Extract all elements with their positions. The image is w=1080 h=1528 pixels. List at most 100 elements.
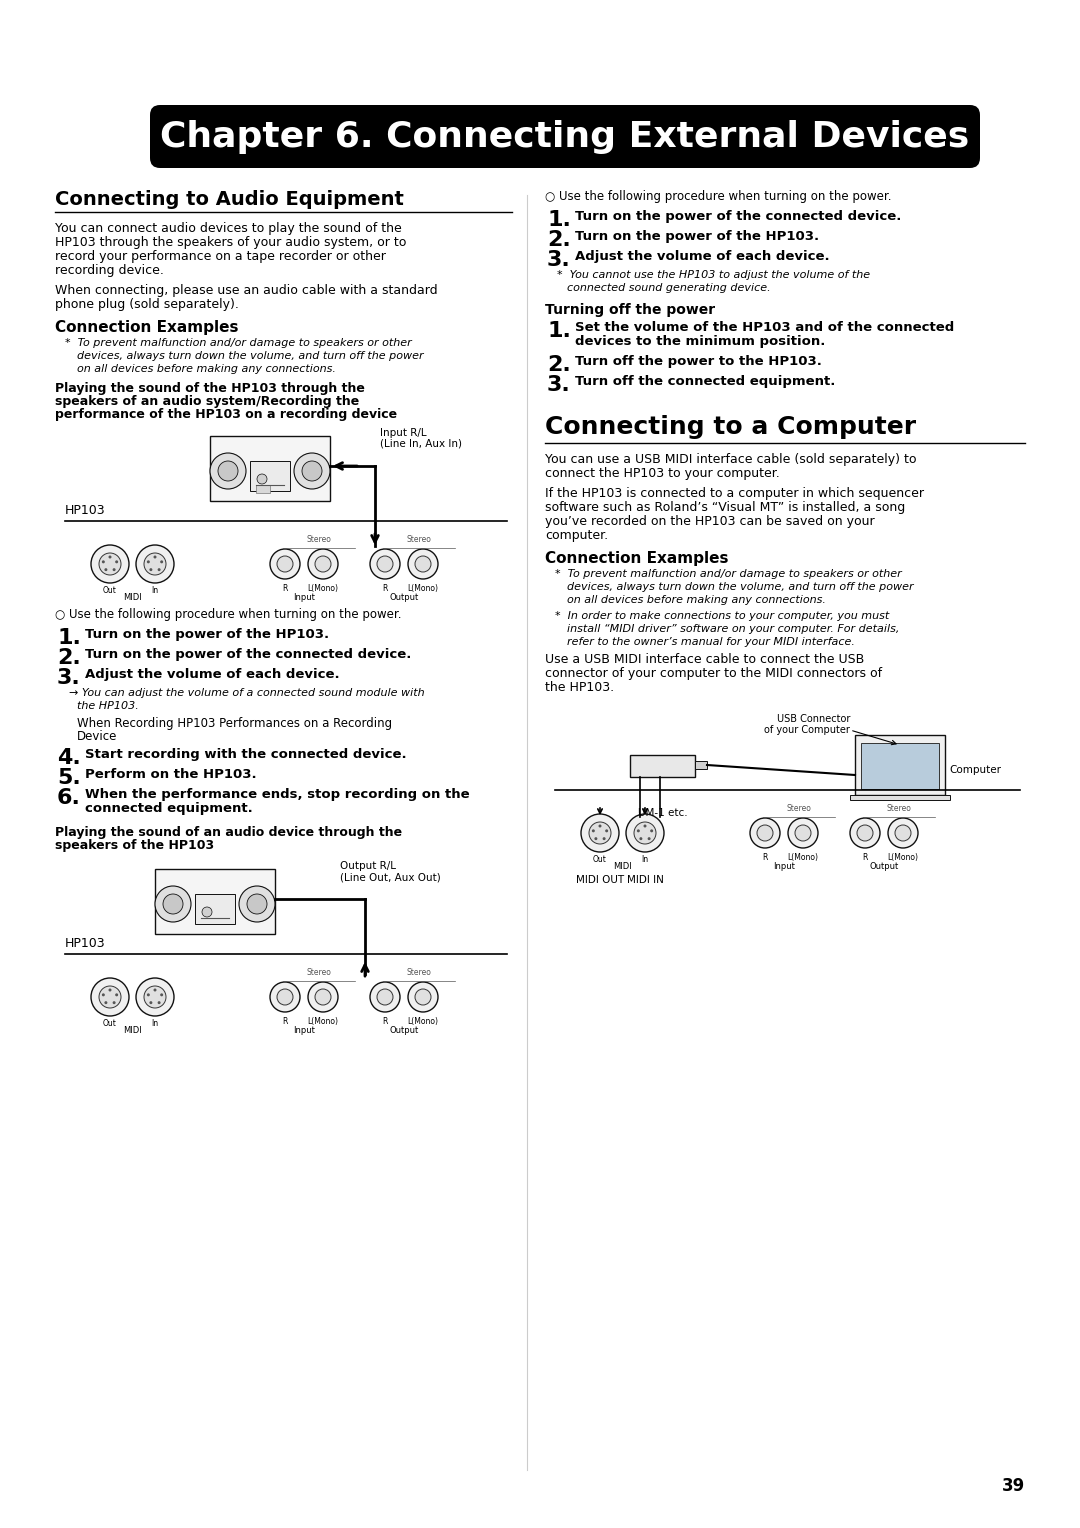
- Circle shape: [598, 825, 602, 828]
- Circle shape: [257, 474, 267, 484]
- Text: Turn off the connected equipment.: Turn off the connected equipment.: [575, 374, 835, 388]
- Text: phone plug (sold separately).: phone plug (sold separately).: [55, 298, 239, 312]
- Text: MIDI: MIDI: [613, 862, 632, 871]
- Text: 4.: 4.: [57, 749, 81, 769]
- Circle shape: [270, 983, 300, 1012]
- Text: Set the volume of the HP103 and of the connected: Set the volume of the HP103 and of the c…: [575, 321, 955, 335]
- Text: *  In order to make connections to your computer, you must: * In order to make connections to your c…: [555, 611, 889, 620]
- Circle shape: [202, 908, 212, 917]
- Text: devices to the minimum position.: devices to the minimum position.: [575, 335, 825, 348]
- Text: on all devices before making any connections.: on all devices before making any connect…: [77, 364, 336, 374]
- Text: L(Mono): L(Mono): [888, 853, 918, 862]
- Text: Stereo: Stereo: [786, 804, 811, 813]
- Text: Output: Output: [390, 593, 419, 602]
- Circle shape: [247, 894, 267, 914]
- Text: 1.: 1.: [546, 321, 571, 341]
- Bar: [256, 484, 270, 494]
- Text: the HP103.: the HP103.: [545, 681, 615, 694]
- Text: Device: Device: [77, 730, 118, 743]
- Text: In: In: [642, 856, 649, 863]
- Text: Turning off the power: Turning off the power: [545, 303, 715, 316]
- Text: install “MIDI driver” software on your computer. For details,: install “MIDI driver” software on your c…: [567, 623, 900, 634]
- Text: MIDI IN: MIDI IN: [626, 876, 663, 885]
- Text: MIDI: MIDI: [123, 593, 141, 602]
- Text: Turn off the power to the HP103.: Turn off the power to the HP103.: [575, 354, 822, 368]
- Circle shape: [757, 825, 773, 840]
- Circle shape: [99, 986, 121, 1008]
- Text: Turn on the power of the HP103.: Turn on the power of the HP103.: [85, 628, 329, 642]
- Circle shape: [210, 452, 246, 489]
- Circle shape: [108, 989, 111, 992]
- Circle shape: [644, 825, 647, 828]
- Circle shape: [153, 556, 157, 559]
- Text: recording device.: recording device.: [55, 264, 164, 277]
- Text: Adjust the volume of each device.: Adjust the volume of each device.: [575, 251, 829, 263]
- Text: You can connect audio devices to play the sound of the: You can connect audio devices to play th…: [55, 222, 402, 235]
- Text: ○ Use the following procedure when turning on the power.: ○ Use the following procedure when turni…: [55, 608, 402, 620]
- Text: Output R/L: Output R/L: [340, 860, 396, 871]
- Text: Chapter 6. Connecting External Devices: Chapter 6. Connecting External Devices: [160, 119, 970, 153]
- Text: R: R: [282, 1018, 287, 1025]
- Bar: [696, 761, 707, 769]
- Text: performance of the HP103 on a recording device: performance of the HP103 on a recording …: [55, 408, 397, 422]
- Circle shape: [156, 886, 191, 921]
- Text: Stereo: Stereo: [887, 804, 912, 813]
- Circle shape: [605, 830, 608, 833]
- Text: devices, always turn down the volume, and turn off the power: devices, always turn down the volume, an…: [77, 351, 423, 361]
- Bar: [156, 869, 275, 934]
- Text: on all devices before making any connections.: on all devices before making any connect…: [567, 594, 826, 605]
- Circle shape: [108, 556, 111, 559]
- Text: Start recording with the connected device.: Start recording with the connected devic…: [85, 749, 407, 761]
- Text: When the performance ends, stop recording on the: When the performance ends, stop recordin…: [85, 788, 470, 801]
- Text: Input: Input: [773, 862, 795, 871]
- Text: MIDI: MIDI: [123, 1025, 141, 1034]
- Text: Stereo: Stereo: [406, 969, 431, 976]
- Text: Computer: Computer: [949, 766, 1001, 775]
- Bar: [861, 743, 939, 788]
- Circle shape: [136, 545, 174, 584]
- Text: *  To prevent malfunction and/or damage to speakers or other: * To prevent malfunction and/or damage t…: [65, 338, 411, 348]
- Circle shape: [308, 549, 338, 579]
- Text: Stereo: Stereo: [307, 535, 332, 544]
- Text: Input: Input: [293, 593, 315, 602]
- Circle shape: [149, 568, 152, 571]
- Circle shape: [158, 1001, 161, 1004]
- Circle shape: [136, 978, 174, 1016]
- Circle shape: [589, 822, 611, 843]
- Circle shape: [112, 568, 116, 571]
- Circle shape: [895, 825, 912, 840]
- Circle shape: [149, 1001, 152, 1004]
- Text: speakers of the HP103: speakers of the HP103: [55, 839, 214, 853]
- Text: Perform on the HP103.: Perform on the HP103.: [85, 769, 257, 781]
- Circle shape: [91, 978, 129, 1016]
- Text: MIDI OUT: MIDI OUT: [576, 876, 624, 885]
- Bar: [249, 461, 291, 490]
- Text: software such as Roland’s “Visual MT” is installed, a song: software such as Roland’s “Visual MT” is…: [545, 501, 905, 513]
- Circle shape: [639, 837, 643, 840]
- Text: ○ Use the following procedure when turning on the power.: ○ Use the following procedure when turni…: [545, 189, 891, 203]
- Text: 2.: 2.: [57, 648, 81, 668]
- Circle shape: [370, 983, 400, 1012]
- Circle shape: [302, 461, 322, 481]
- Bar: [195, 894, 235, 924]
- Text: L(Mono): L(Mono): [308, 584, 338, 593]
- Circle shape: [315, 989, 330, 1005]
- Text: R: R: [282, 584, 287, 593]
- Circle shape: [377, 989, 393, 1005]
- Circle shape: [850, 817, 880, 848]
- Text: → You can adjust the volume of a connected sound module with: → You can adjust the volume of a connect…: [69, 688, 424, 698]
- Circle shape: [147, 561, 150, 564]
- Text: 1.: 1.: [57, 628, 81, 648]
- Circle shape: [370, 549, 400, 579]
- Text: Adjust the volume of each device.: Adjust the volume of each device.: [85, 668, 339, 681]
- Text: UM-1 etc.: UM-1 etc.: [637, 808, 687, 817]
- Text: (Line Out, Aux Out): (Line Out, Aux Out): [340, 872, 441, 882]
- Circle shape: [408, 983, 438, 1012]
- Text: (Line In, Aux In): (Line In, Aux In): [380, 439, 462, 449]
- Text: Out: Out: [593, 856, 607, 863]
- Text: L(Mono): L(Mono): [308, 1018, 338, 1025]
- Text: If the HP103 is connected to a computer in which sequencer: If the HP103 is connected to a computer …: [545, 487, 924, 500]
- Text: 3.: 3.: [57, 668, 81, 688]
- Text: refer to the owner’s manual for your MIDI interface.: refer to the owner’s manual for your MID…: [567, 637, 855, 646]
- Circle shape: [888, 817, 918, 848]
